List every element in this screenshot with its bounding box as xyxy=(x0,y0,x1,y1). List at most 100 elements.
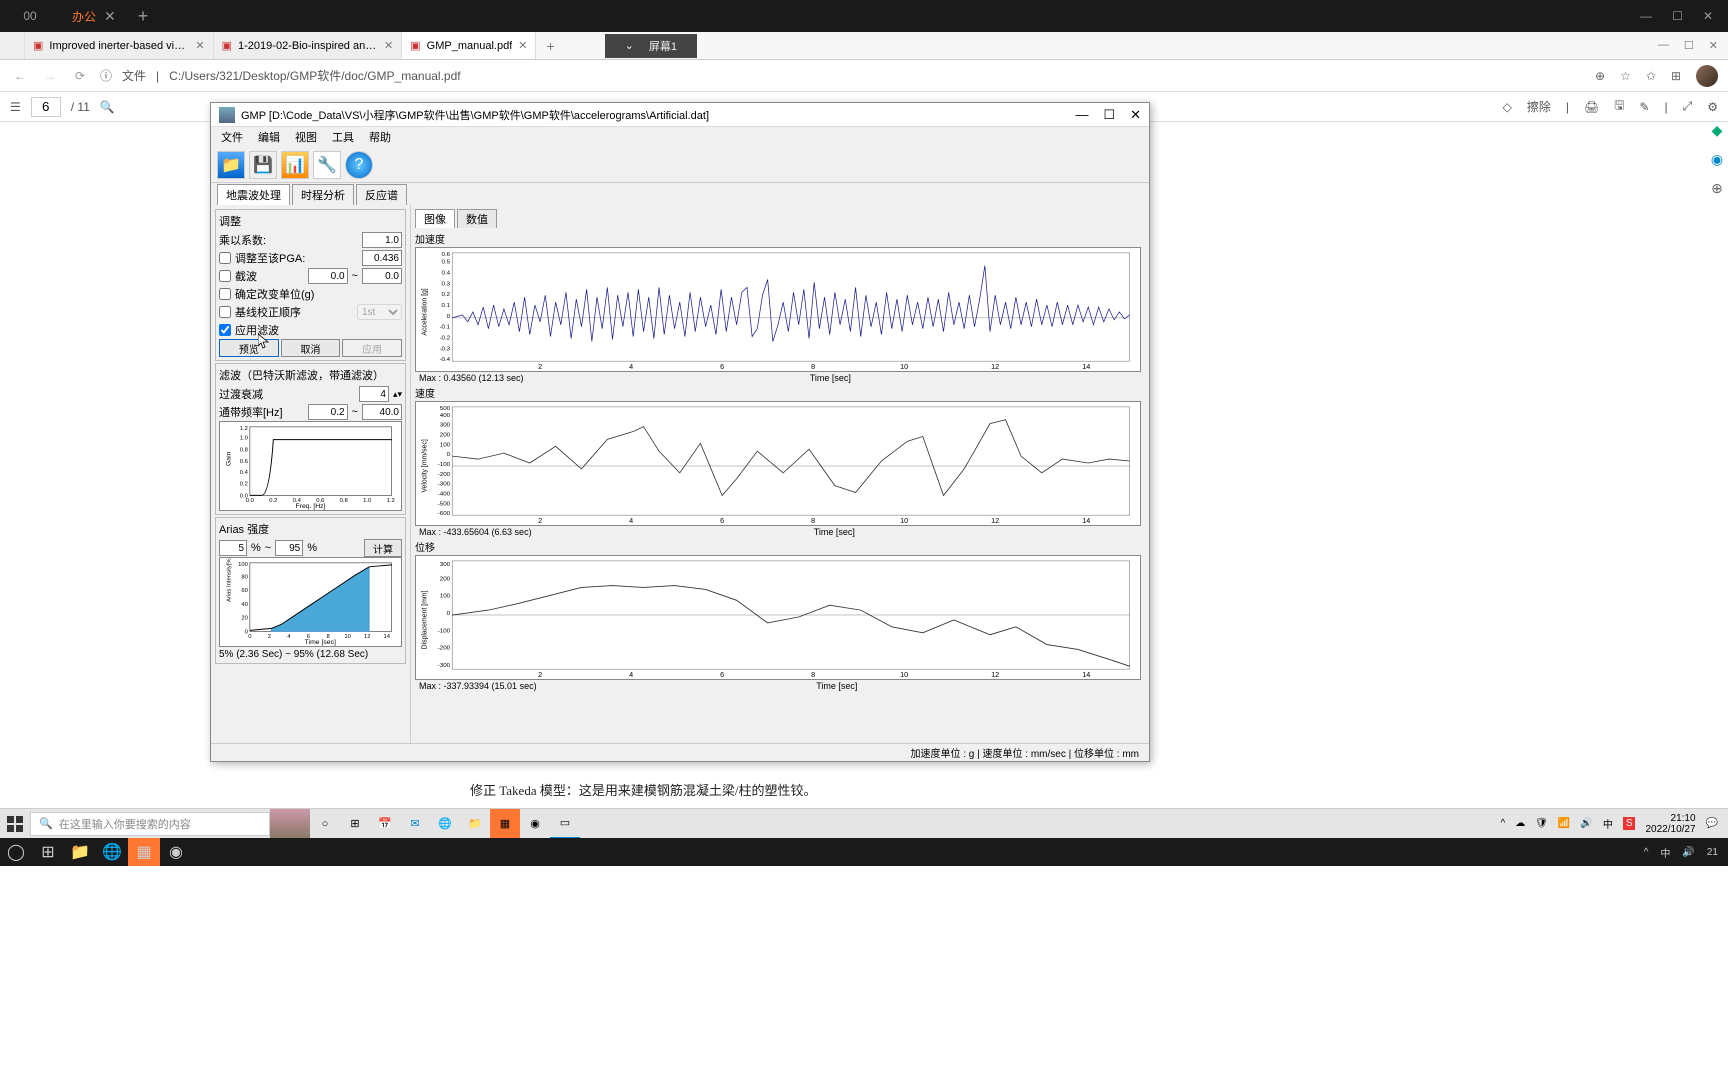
band-a-input[interactable] xyxy=(308,404,348,420)
notifications-icon[interactable]: 💬 xyxy=(1706,818,1718,829)
start-button[interactable]: ◯ xyxy=(0,838,32,866)
gmp-taskbar-icon[interactable]: ▭ xyxy=(550,809,580,839)
menu-edit[interactable]: 编辑 xyxy=(258,129,280,145)
calendar-icon[interactable]: 📅 xyxy=(370,809,400,839)
menu-help[interactable]: 帮助 xyxy=(369,129,391,145)
pen-icon[interactable]: ✎ xyxy=(1639,100,1649,114)
side-icon[interactable]: ◉ xyxy=(1711,151,1723,168)
edge-icon[interactable]: 🌐 xyxy=(96,838,128,866)
onedrive-icon[interactable]: ☁ xyxy=(1515,818,1525,829)
taskbar-item[interactable] xyxy=(270,809,310,839)
chart-tab-data[interactable]: 数值 xyxy=(457,209,497,228)
close-icon[interactable]: ✕ xyxy=(1703,9,1713,23)
tab-spectrum[interactable]: 反应谱 xyxy=(356,184,407,205)
browser-tab[interactable] xyxy=(0,32,25,59)
minimize-icon[interactable]: — xyxy=(1658,39,1669,52)
units-check[interactable] xyxy=(219,288,231,300)
new-tab-button[interactable]: + xyxy=(536,38,564,54)
screen-share-badge[interactable]: ⌄ 屏幕1 xyxy=(605,34,697,58)
info-icon[interactable]: ⓘ xyxy=(100,67,112,84)
edge-icon[interactable]: 🌐 xyxy=(430,809,460,839)
close-icon[interactable]: ✕ xyxy=(384,39,393,52)
chrome-icon[interactable]: ◉ xyxy=(520,809,550,839)
help-icon[interactable]: ? xyxy=(345,151,373,179)
read-aloud-icon[interactable]: ☆ xyxy=(1620,69,1631,83)
zoom-icon[interactable]: ⊕ xyxy=(1595,69,1605,83)
band-b-input[interactable] xyxy=(362,404,402,420)
sidebar-toggle-icon[interactable]: ☰ xyxy=(10,100,21,114)
volume-icon[interactable]: 🔊 xyxy=(1580,818,1592,829)
save-icon[interactable]: 💾 xyxy=(249,151,277,179)
menu-tools[interactable]: 工具 xyxy=(332,129,354,145)
taskview-icon[interactable]: ⊞ xyxy=(32,838,64,866)
page-input[interactable] xyxy=(31,97,61,117)
explorer-icon[interactable]: 📁 xyxy=(460,809,490,839)
arias-from-input[interactable] xyxy=(219,540,247,556)
menu-view[interactable]: 视图 xyxy=(295,129,317,145)
baseline-check[interactable] xyxy=(219,306,231,318)
wrench-icon[interactable]: 🔧 xyxy=(313,151,341,179)
print-icon[interactable]: 🖨 xyxy=(1584,100,1599,114)
chart-icon[interactable]: 📊 xyxy=(281,151,309,179)
fullscreen-icon[interactable]: ⤢ xyxy=(1683,99,1693,114)
search-icon[interactable]: 🔍 xyxy=(100,100,115,114)
gmp-titlebar[interactable]: GMP [D:\Code_Data\VS\小程序\GMP软件\出售\GMP软件\… xyxy=(211,103,1149,127)
trunc-a-input[interactable] xyxy=(308,268,348,284)
cancel-button[interactable]: 取消 xyxy=(281,339,341,357)
tab-wave[interactable]: 地震波处理 xyxy=(217,184,290,205)
filter-check[interactable] xyxy=(219,324,231,336)
tray-up-icon[interactable]: ^ xyxy=(1501,818,1506,829)
minimize-icon[interactable]: — xyxy=(1640,9,1652,23)
avatar[interactable] xyxy=(1696,65,1718,87)
preview-button[interactable]: 预览 xyxy=(219,339,279,357)
trunc-check[interactable] xyxy=(219,270,231,282)
sogou-icon[interactable]: S xyxy=(1623,817,1636,830)
mail-icon[interactable]: ✉ xyxy=(400,809,430,839)
browser-tab[interactable]: ▣ 1-2019-02-Bio-inspired anti-vib… ✕ xyxy=(214,32,403,59)
close-icon[interactable]: ✕ xyxy=(1130,107,1141,123)
menu-file[interactable]: 文件 xyxy=(221,129,243,145)
back-button[interactable]: ← xyxy=(10,69,30,83)
clock[interactable]: 21:10 2022/10/27 xyxy=(1645,813,1695,835)
browser-tab[interactable]: ▣ Improved inerter-based vibrati… ✕ xyxy=(25,32,214,59)
close-icon[interactable]: ✕ xyxy=(1709,39,1718,52)
scale-pga-input[interactable] xyxy=(362,250,402,266)
side-icon[interactable]: ◆ xyxy=(1712,122,1723,139)
save-icon[interactable]: 🖫 xyxy=(1614,96,1624,117)
calc-button[interactable]: 计算 xyxy=(364,539,402,557)
os-tab-active[interactable]: 办公 ✕ xyxy=(60,0,128,32)
favorite-icon[interactable]: ✩ xyxy=(1646,69,1656,83)
close-icon[interactable]: ✕ xyxy=(104,8,116,25)
decay-input[interactable] xyxy=(359,386,389,402)
tab-timehistory[interactable]: 时程分析 xyxy=(292,184,354,205)
ime-label[interactable]: 中 xyxy=(1660,845,1670,860)
side-icon[interactable]: ⊕ xyxy=(1711,180,1723,197)
open-icon[interactable]: 📁 xyxy=(217,151,245,179)
multfactor-input[interactable] xyxy=(362,232,402,248)
maximize-icon[interactable]: ☐ xyxy=(1684,39,1694,52)
erase-icon[interactable]: ◇ xyxy=(1503,100,1512,114)
trunc-b-input[interactable] xyxy=(362,268,402,284)
chart-tab-image[interactable]: 图像 xyxy=(415,209,455,228)
maximize-icon[interactable]: ☐ xyxy=(1672,9,1683,23)
minimize-icon[interactable]: — xyxy=(1075,107,1088,123)
taskview-icon[interactable]: ⊞ xyxy=(340,809,370,839)
volume-icon[interactable]: 🔊 xyxy=(1682,847,1694,858)
close-icon[interactable]: ✕ xyxy=(518,39,527,52)
close-icon[interactable]: ✕ xyxy=(195,39,204,52)
ime-label[interactable]: 中 xyxy=(1603,816,1613,831)
cortana-icon[interactable]: ○ xyxy=(310,809,340,839)
app-icon[interactable]: ▦ xyxy=(128,838,160,866)
app-icon[interactable]: ▦ xyxy=(490,809,520,839)
browser-tab-active[interactable]: ▣ GMP_manual.pdf ✕ xyxy=(402,32,536,59)
security-icon[interactable]: 🛡 xyxy=(1535,818,1548,829)
chrome-icon[interactable]: ◉ xyxy=(160,838,192,866)
tray-up-icon[interactable]: ^ xyxy=(1644,847,1649,858)
refresh-button[interactable]: ⟳ xyxy=(70,69,90,83)
start-button[interactable] xyxy=(0,809,30,839)
url-text[interactable]: C:/Users/321/Desktop/GMP软件/doc/GMP_manua… xyxy=(169,67,460,84)
arias-to-input[interactable] xyxy=(275,540,303,556)
explorer-icon[interactable]: 📁 xyxy=(64,838,96,866)
search-box[interactable]: 🔍 在这里输入你要搜索的内容 xyxy=(30,812,270,836)
wifi-icon[interactable]: 📶 xyxy=(1558,818,1570,829)
